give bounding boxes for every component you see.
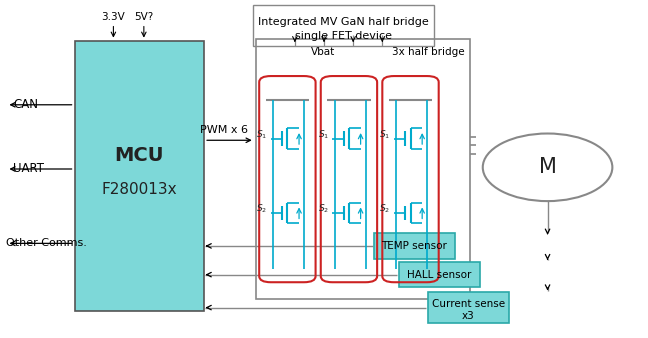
Text: x3: x3 [462,311,474,321]
Text: TEMP sensor: TEMP sensor [382,241,447,251]
Bar [75,41,204,311]
Text: $S_1$: $S_1$ [318,129,329,141]
Bar [428,292,509,323]
Text: Integrated MV GaN half bridge: Integrated MV GaN half bridge [258,17,429,27]
Text: 3x half bridge: 3x half bridge [392,47,465,57]
Text: $S_2$: $S_2$ [318,203,329,215]
Text: F280013x: F280013x [102,182,177,197]
Text: UART: UART [13,163,44,175]
Text: $S_1$: $S_1$ [256,129,267,141]
Text: $S_1$: $S_1$ [379,129,390,141]
Text: Vbat: Vbat [310,47,335,57]
Bar [374,233,455,259]
Text: $S_2$: $S_2$ [379,203,390,215]
Text: single FET device: single FET device [295,31,392,41]
Text: CAN: CAN [13,98,38,111]
Text: PWM x 6: PWM x 6 [200,125,248,135]
Text: Current sense: Current sense [432,299,505,309]
Text: M: M [538,157,557,177]
Text: 3.3V: 3.3V [102,12,125,22]
Text: 5V?: 5V? [134,12,154,22]
Bar [399,262,480,287]
Text: MCU: MCU [115,146,164,165]
Bar [256,39,470,299]
Bar [253,5,434,46]
Text: HALL sensor: HALL sensor [407,270,471,280]
Text: $S_2$: $S_2$ [256,203,267,215]
Text: Other Comms.: Other Comms. [6,238,87,248]
